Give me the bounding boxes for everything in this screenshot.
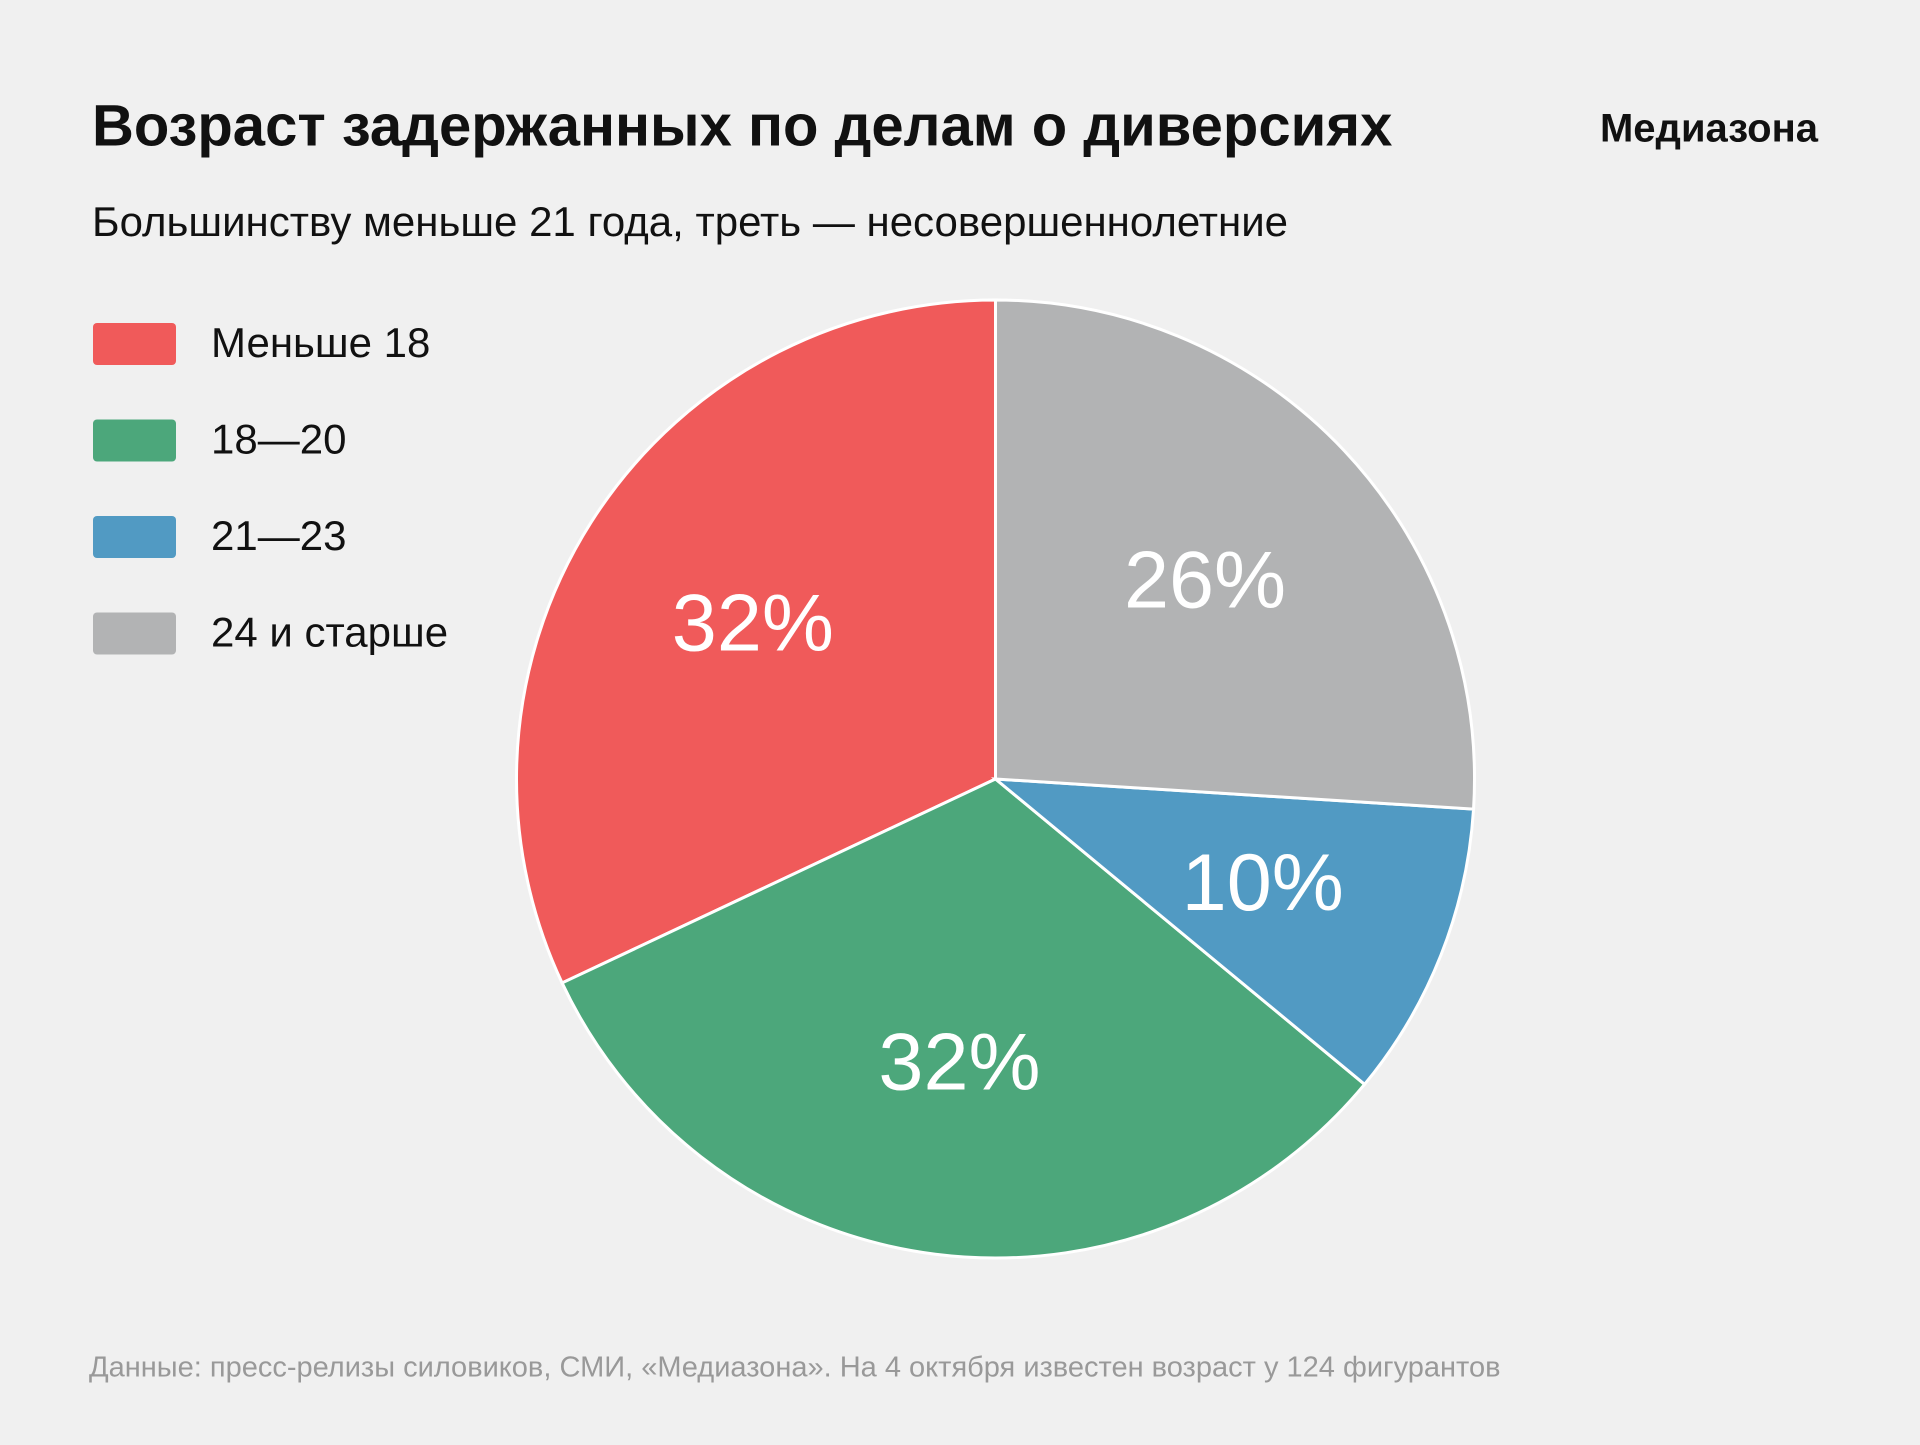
legend-swatch [93,323,176,365]
brand: Медиазона [1600,107,1819,151]
data-label: 26% [1124,536,1286,626]
legend-swatch [93,612,176,655]
pie-slice [515,298,997,985]
source: Данные: пресс-релизы силовиков, СМИ, «Ме… [89,1352,1501,1384]
pie-slice [560,777,1367,1260]
data-label: 32% [878,1018,1040,1108]
legend-label: 21—23 [211,512,346,559]
legend-label: 24 и старше [211,609,448,656]
subtitle: Большинству меньше 21 года, треть — несо… [92,198,1288,245]
legend-label: Меньше 18 [211,319,430,366]
pie-slice [990,777,1476,1087]
pie-slice [994,298,1476,811]
legend-swatch [93,419,176,462]
chart-title: Возраст задержанных по делам о диверсиях [92,93,1392,158]
legend-label: 18—20 [211,416,346,463]
data-label: 10% [1182,838,1344,928]
data-label: 32% [672,578,834,668]
legend-swatch [93,516,176,558]
